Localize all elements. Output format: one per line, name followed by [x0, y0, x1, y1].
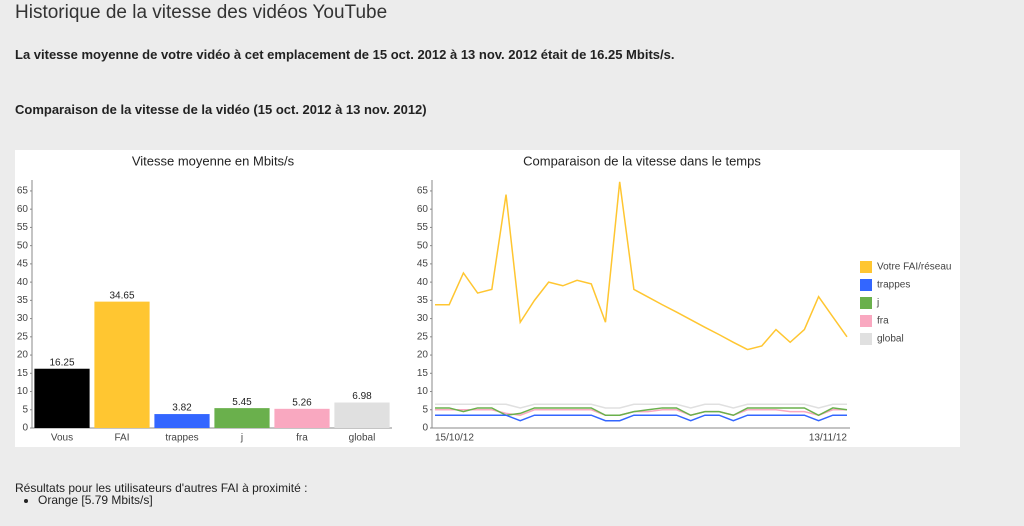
x-tick-label: j [240, 433, 243, 444]
y-tick-label: 0 [422, 423, 428, 434]
legend-swatch [860, 279, 872, 291]
footer-text: Résultats pour les utilisateurs d'autres… [15, 481, 308, 495]
chart-title: Vitesse moyenne en Mbits/s [132, 153, 295, 168]
summary: La vitesse moyenne de votre vidéo à cet … [15, 47, 675, 62]
x-tick-label: 15/10/12 [435, 433, 474, 444]
bar [94, 301, 150, 428]
legend-label: fra [877, 316, 889, 327]
footer-list: Orange [5.79 Mbits/s] [0, 493, 153, 507]
y-tick-label: 45 [417, 259, 429, 270]
series-line [435, 181, 848, 351]
y-tick-label: 10 [17, 386, 29, 397]
legend-label: trappes [877, 280, 910, 291]
bar [334, 402, 390, 428]
value-label: 16.25 [49, 357, 74, 368]
legend-swatch [860, 333, 872, 345]
series-line [435, 403, 847, 409]
legend-swatch [860, 297, 872, 309]
y-tick-label: 55 [17, 222, 29, 233]
chart-panel [15, 150, 960, 447]
value-label: 5.45 [232, 397, 252, 408]
bar [274, 408, 330, 428]
legend-label: j [876, 298, 879, 309]
footer-item: Orange [5.79 Mbits/s] [38, 493, 153, 507]
y-tick-label: 30 [417, 313, 429, 324]
value-label: 3.82 [172, 403, 192, 414]
y-tick-label: 20 [417, 350, 429, 361]
value-label: 6.98 [352, 391, 372, 402]
y-tick-label: 35 [17, 295, 29, 306]
x-tick-label: global [349, 433, 376, 444]
series-line [435, 414, 847, 422]
y-tick-label: 30 [17, 313, 29, 324]
y-tick-label: 40 [417, 277, 429, 288]
y-tick-label: 15 [417, 368, 429, 379]
legend-label: global [877, 334, 904, 345]
legend-swatch [860, 315, 872, 327]
y-tick-label: 5 [22, 404, 28, 415]
series-line [435, 409, 847, 417]
y-tick-label: 10 [417, 386, 429, 397]
y-tick-label: 25 [17, 331, 29, 342]
y-tick-label: 40 [17, 277, 29, 288]
legend-swatch [860, 261, 872, 273]
x-tick-label: fra [296, 433, 308, 444]
bar [34, 368, 90, 428]
y-tick-label: 55 [417, 222, 429, 233]
y-tick-label: 25 [417, 331, 429, 342]
legend-label: Votre FAI/réseau [877, 262, 952, 273]
page-title: Historique de la vitesse des vidéos YouT… [15, 2, 388, 23]
y-tick-label: 45 [17, 259, 29, 270]
y-tick-label: 50 [417, 240, 429, 251]
value-label: 5.26 [292, 397, 312, 408]
y-tick-label: 15 [17, 368, 29, 379]
y-tick-label: 60 [17, 204, 29, 215]
y-tick-label: 35 [417, 295, 429, 306]
y-tick-label: 0 [22, 423, 28, 434]
y-tick-label: 50 [17, 240, 29, 251]
bar [154, 414, 210, 428]
y-tick-label: 65 [17, 186, 29, 197]
chart-title: Comparaison de la vitesse dans le temps [523, 153, 761, 168]
bar [214, 408, 270, 428]
x-tick-label: trappes [165, 433, 198, 444]
value-label: 34.65 [109, 290, 134, 301]
y-tick-label: 60 [417, 204, 429, 215]
x-tick-label: Vous [51, 433, 73, 444]
x-tick-label: 13/11/12 [809, 433, 848, 444]
y-tick-label: 20 [17, 350, 29, 361]
x-tick-label: FAI [114, 433, 129, 444]
y-tick-label: 5 [422, 404, 428, 415]
series-line [435, 407, 848, 417]
y-tick-label: 65 [417, 186, 429, 197]
subtitle: Comparaison de la vitesse de la vidéo (1… [15, 102, 427, 117]
